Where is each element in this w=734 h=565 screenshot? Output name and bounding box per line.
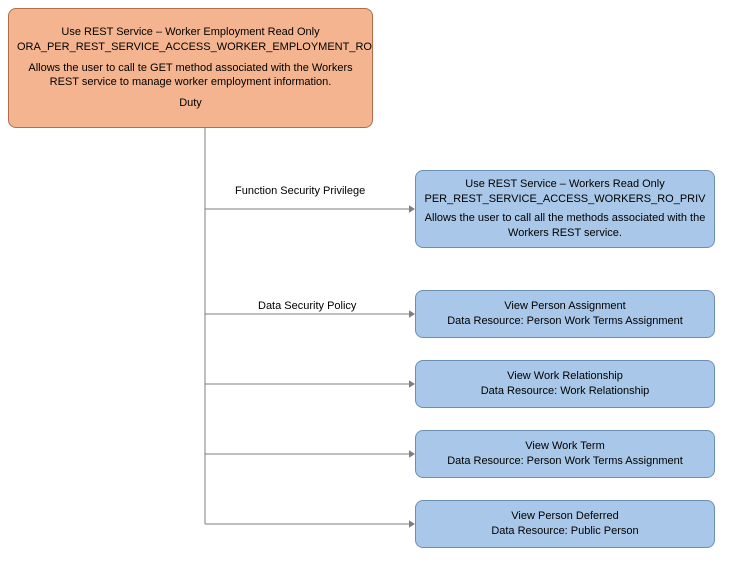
edge-label: Data Security Policy — [258, 300, 356, 312]
root-code: ORA_PER_REST_SERVICE_ACCESS_WORKER_EMPLO… — [17, 40, 364, 55]
child-resource: Data Resource: Work Relationship — [424, 384, 706, 399]
child-title: Use REST Service – Workers Read Only — [424, 177, 706, 192]
child-node: View Work TermData Resource: Person Work… — [415, 430, 715, 478]
child-node: Use REST Service – Workers Read OnlyPER_… — [415, 170, 715, 248]
child-node: View Person AssignmentData Resource: Per… — [415, 290, 715, 338]
child-title: View Person Deferred — [424, 509, 706, 524]
child-title: View Person Assignment — [424, 299, 706, 314]
child-description: Allows the user to call all the methods … — [424, 211, 706, 241]
root-title: Use REST Service – Worker Employment Rea… — [17, 25, 364, 40]
child-resource: Data Resource: Person Work Terms Assignm… — [424, 454, 706, 469]
root-role-type: Duty — [17, 96, 364, 111]
child-node: View Work RelationshipData Resource: Wor… — [415, 360, 715, 408]
child-resource: Data Resource: Public Person — [424, 524, 706, 539]
child-resource: Data Resource: Person Work Terms Assignm… — [424, 314, 706, 329]
child-title: View Work Term — [424, 439, 706, 454]
child-title: View Work Relationship — [424, 369, 706, 384]
edge-label: Function Security Privilege — [235, 185, 365, 197]
root-description: Allows the user to call te GET method as… — [17, 61, 364, 91]
child-node: View Person DeferredData Resource: Publi… — [415, 500, 715, 548]
child-code: PER_REST_SERVICE_ACCESS_WORKERS_RO_PRIV — [424, 192, 706, 207]
root-duty-node: Use REST Service – Worker Employment Rea… — [8, 8, 373, 128]
